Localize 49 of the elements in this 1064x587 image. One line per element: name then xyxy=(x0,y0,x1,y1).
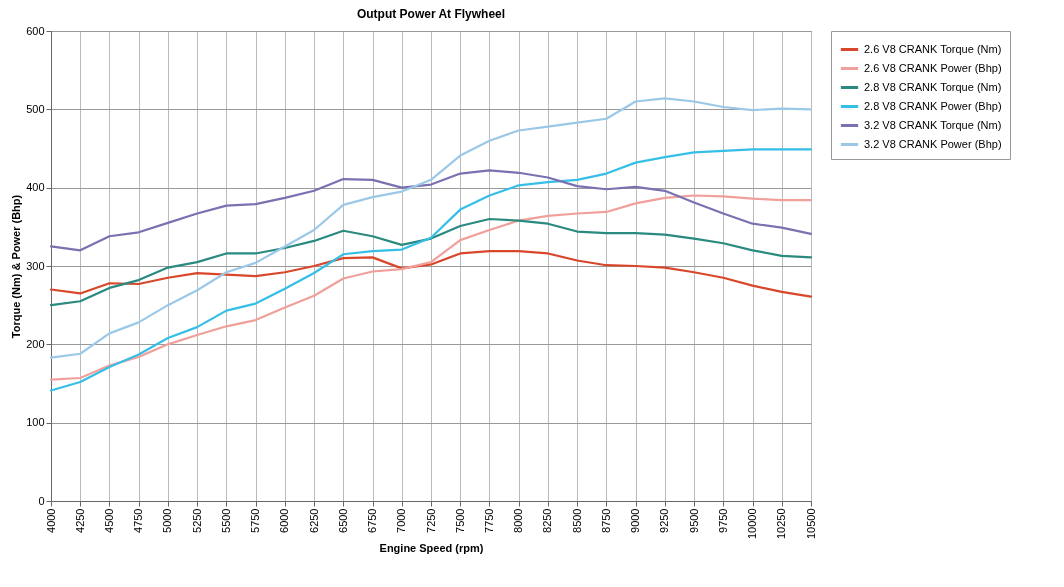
x-tick-label: 7500 xyxy=(453,508,466,533)
legend-label: 2.8 V8 CRANK Power (Bhp) xyxy=(864,99,1002,112)
x-tick-label: 10000 xyxy=(746,508,759,540)
x-tick-label: 7250 xyxy=(424,508,437,533)
x-tick-label: 9250 xyxy=(658,508,671,533)
x-tick-label: 8000 xyxy=(512,508,525,533)
legend-label: 2.8 V8 CRANK Torque (Nm) xyxy=(864,80,1002,93)
line-series xyxy=(49,250,813,298)
x-tick-label: 6500 xyxy=(336,508,349,533)
x-tick-label: 4750 xyxy=(132,508,145,533)
line-series xyxy=(49,97,813,359)
x-tick-label: 7750 xyxy=(482,508,495,533)
x-tick-label: 8500 xyxy=(570,508,583,533)
line-series xyxy=(49,194,813,381)
x-tick-label: 6000 xyxy=(278,508,291,533)
x-tick-label: 6250 xyxy=(307,508,320,533)
y-tick-label: 200 xyxy=(26,337,45,350)
legend-label: 2.6 V8 CRANK Power (Bhp) xyxy=(864,61,1002,74)
x-tick-label: 9000 xyxy=(629,508,642,533)
x-tick-label: 5000 xyxy=(161,508,174,533)
y-tick-label: 300 xyxy=(26,259,45,272)
x-tick-label: 5500 xyxy=(219,508,232,533)
y-tick-label: 600 xyxy=(26,24,45,37)
x-tick-label: 9500 xyxy=(687,508,700,533)
y-axis-title: Torque (Nm) & Power (Bhp) xyxy=(10,194,23,339)
x-tick-label: 5250 xyxy=(190,508,203,533)
x-tick-label: 4500 xyxy=(102,508,115,533)
x-tick-label: 9750 xyxy=(716,508,729,533)
x-tick-label: 7000 xyxy=(395,508,408,533)
x-tick-label: 6750 xyxy=(366,508,379,533)
x-tick-label: 8750 xyxy=(599,508,612,533)
line-series xyxy=(49,169,813,252)
line-series xyxy=(49,148,813,392)
legend-label: 3.2 V8 CRANK Torque (Nm) xyxy=(864,118,1002,131)
y-tick-label: 100 xyxy=(26,416,45,429)
legend-label: 2.6 V8 CRANK Torque (Nm) xyxy=(864,42,1002,55)
legend-label: 3.2 V8 CRANK Power (Bhp) xyxy=(864,137,1002,150)
chart-title: Output Power At Flywheel xyxy=(356,7,506,21)
y-tick-label: 500 xyxy=(26,102,45,115)
x-tick-label: 4000 xyxy=(44,508,57,533)
y-tick-label: 400 xyxy=(26,181,45,194)
x-tick-label: 4250 xyxy=(73,508,86,533)
x-tick-label: 10500 xyxy=(804,508,817,540)
x-tick-label: 8250 xyxy=(541,508,554,533)
x-tick-label: 10250 xyxy=(775,508,788,540)
y-tick-label: 0 xyxy=(38,494,45,507)
x-tick-label: 5750 xyxy=(249,508,262,533)
line-series xyxy=(49,217,813,307)
x-axis-title: Engine Speed (rpm) xyxy=(379,542,484,555)
